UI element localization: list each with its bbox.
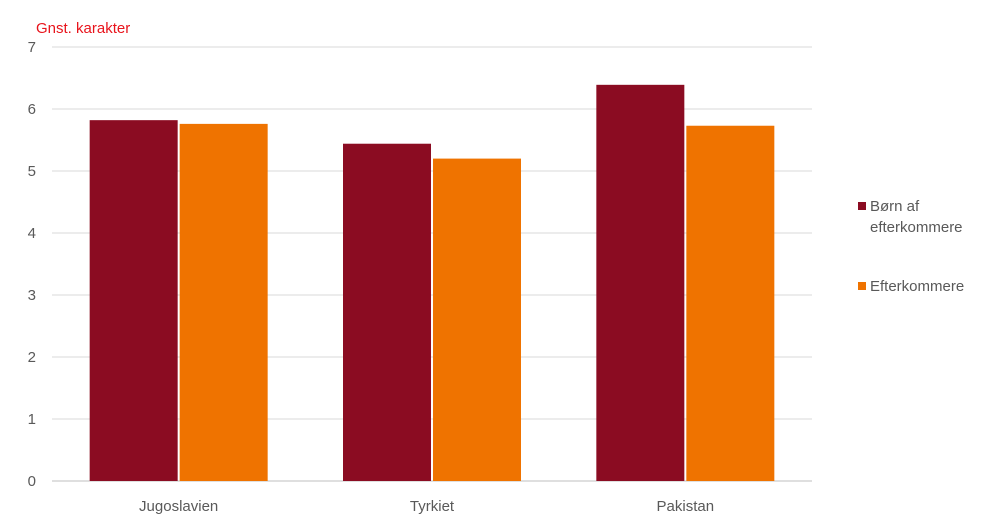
bar-pakistan-series-2 [686,125,775,482]
legend-label-series-2: Efterkommere [870,278,965,295]
y-axis-title: Gnst. karakter [36,20,131,37]
bar-tyrkiet-series-1 [343,143,431,481]
y-tick-label: 1 [28,411,36,428]
bar-jugoslavien-series-2 [179,123,268,481]
y-tick-label: 7 [28,39,36,56]
y-tick-label: 3 [28,287,36,304]
bar-jugoslavien-series-1 [89,120,178,481]
x-tick-label: Tyrkiet [410,498,455,515]
x-tick-label: Pakistan [657,498,715,515]
legend: Børn af efterkommere Efterkommere [858,196,982,335]
x-tick-label: Jugoslavien [139,498,218,515]
legend-item-series-2: Efterkommere [858,276,982,297]
legend-item-series-1: Børn af efterkommere [858,196,982,238]
y-tick-label: 2 [28,349,36,366]
y-tick-label: 6 [28,101,36,118]
bar-pakistan-series-1 [596,84,685,481]
legend-swatch-series-2 [858,282,866,290]
y-tick-label: 4 [28,225,36,242]
bar-tyrkiet-series-2 [433,158,521,481]
legend-swatch-series-1 [858,202,866,210]
legend-label-series-1: Børn af efterkommere [870,198,963,236]
y-tick-label: 5 [28,163,36,180]
y-tick-label: 0 [28,473,36,490]
